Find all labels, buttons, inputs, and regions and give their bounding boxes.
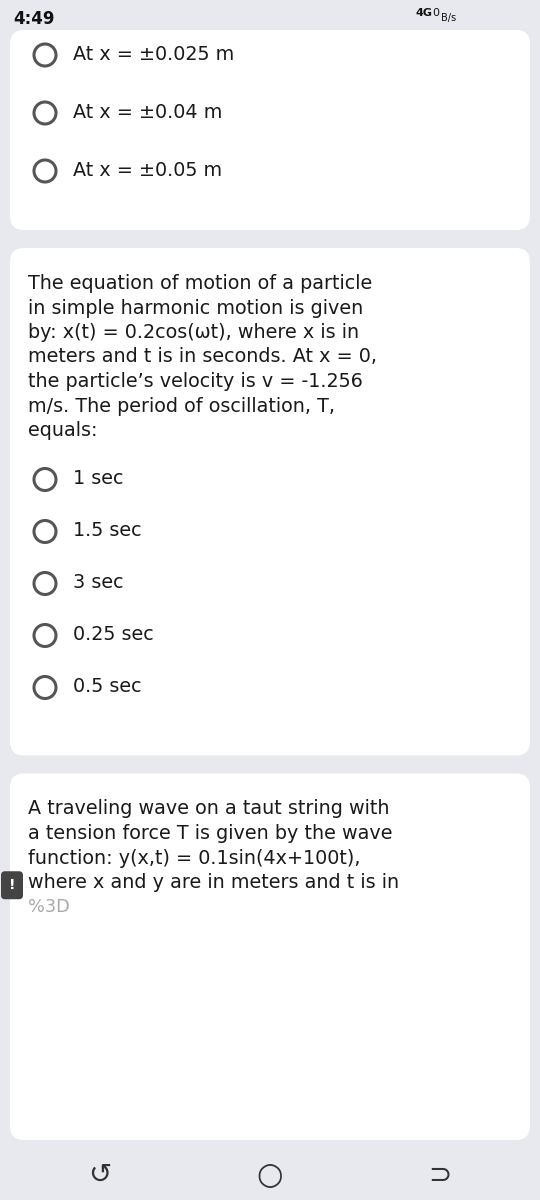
Circle shape bbox=[34, 468, 56, 491]
Text: 1 sec: 1 sec bbox=[73, 469, 124, 488]
Text: %3D: %3D bbox=[28, 898, 70, 916]
Circle shape bbox=[34, 677, 56, 698]
Text: The equation of motion of a particle: The equation of motion of a particle bbox=[28, 274, 372, 293]
FancyBboxPatch shape bbox=[1, 871, 23, 899]
Text: 1.5 sec: 1.5 sec bbox=[73, 522, 141, 540]
Circle shape bbox=[34, 624, 56, 647]
Text: 0: 0 bbox=[432, 8, 439, 18]
Text: meters and t is in seconds. At x = 0,: meters and t is in seconds. At x = 0, bbox=[28, 348, 377, 366]
Text: function: y(x,t) = 0.1sin(4x+100t),: function: y(x,t) = 0.1sin(4x+100t), bbox=[28, 848, 361, 868]
Text: 0.25 sec: 0.25 sec bbox=[73, 625, 154, 644]
Text: 4:49: 4:49 bbox=[13, 10, 55, 28]
Circle shape bbox=[34, 102, 56, 124]
FancyBboxPatch shape bbox=[10, 774, 530, 1140]
Circle shape bbox=[34, 160, 56, 182]
Text: in simple harmonic motion is given: in simple harmonic motion is given bbox=[28, 299, 363, 318]
Text: ○: ○ bbox=[256, 1160, 284, 1189]
Text: A traveling wave on a taut string with: A traveling wave on a taut string with bbox=[28, 799, 389, 818]
FancyBboxPatch shape bbox=[10, 248, 530, 756]
FancyBboxPatch shape bbox=[0, 1150, 540, 1200]
Text: equals:: equals: bbox=[28, 421, 98, 440]
Text: B/s: B/s bbox=[441, 13, 456, 23]
FancyBboxPatch shape bbox=[10, 30, 530, 230]
Text: !: ! bbox=[9, 878, 15, 893]
Text: a tension force T is given by the wave: a tension force T is given by the wave bbox=[28, 824, 393, 842]
Circle shape bbox=[34, 572, 56, 594]
Text: where x and y are in meters and t is in: where x and y are in meters and t is in bbox=[28, 874, 399, 892]
Text: ⊃: ⊃ bbox=[428, 1162, 451, 1189]
Text: the particle’s velocity is v = -1.256: the particle’s velocity is v = -1.256 bbox=[28, 372, 363, 391]
Text: 3 sec: 3 sec bbox=[73, 574, 124, 593]
Text: At x = ±0.04 m: At x = ±0.04 m bbox=[73, 103, 222, 122]
Text: At x = ±0.025 m: At x = ±0.025 m bbox=[73, 44, 234, 64]
Text: ↺: ↺ bbox=[89, 1162, 112, 1189]
Text: by: x(t) = 0.2cos(ωt), where x is in: by: x(t) = 0.2cos(ωt), where x is in bbox=[28, 323, 359, 342]
Text: m/s. The period of oscillation, T,: m/s. The period of oscillation, T, bbox=[28, 396, 335, 415]
Text: 4G: 4G bbox=[415, 8, 432, 18]
Circle shape bbox=[34, 44, 56, 66]
Text: 0.5 sec: 0.5 sec bbox=[73, 678, 141, 696]
Text: At x = ±0.05 m: At x = ±0.05 m bbox=[73, 161, 222, 180]
Circle shape bbox=[34, 521, 56, 542]
